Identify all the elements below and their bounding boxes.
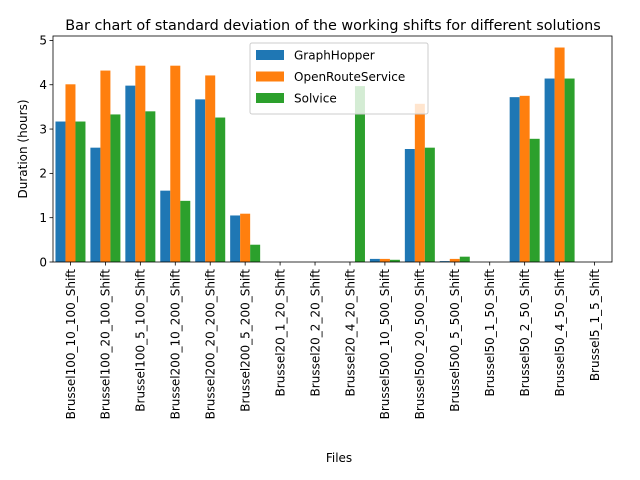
- bar: [65, 84, 76, 262]
- bar: [195, 99, 206, 263]
- x-axis: Brussel100_10_100_Shift Brussel100_20_100…: [64, 262, 602, 419]
- y-tick-label: 0: [39, 255, 47, 269]
- x-axis-label: Files: [326, 451, 352, 465]
- bar: [170, 65, 181, 263]
- bar: [564, 78, 575, 263]
- legend-swatch: [256, 50, 284, 60]
- bar: [354, 86, 365, 262]
- x-tick-label: Brussel100_10_100_Shift: [64, 269, 78, 420]
- bar: [100, 70, 111, 263]
- x-tick-label: Brussel200_5_200_Shift: [238, 269, 252, 412]
- bar: [459, 256, 470, 262]
- x-tick-label: Brussel20_1_20_Shift: [273, 269, 287, 397]
- bar: [519, 95, 530, 262]
- bar: [449, 258, 460, 262]
- bar: [230, 215, 241, 262]
- x-tick-label: Brussel20_2_20_Shift: [308, 269, 322, 397]
- x-tick-label: Brussel5_1_5_Shift: [588, 269, 602, 381]
- bar: [389, 259, 400, 262]
- bar: [509, 97, 520, 262]
- bar: [379, 258, 390, 262]
- x-tick-label: Brussel200_20_200_Shift: [204, 269, 218, 420]
- y-axis: 0 1 2 3 4 5: [39, 34, 53, 269]
- legend-label: OpenRouteService: [294, 70, 405, 84]
- x-tick-label: Brussel500_20_500_Shift: [413, 269, 427, 420]
- bar: [404, 149, 415, 262]
- y-tick-label: 3: [39, 122, 47, 136]
- x-tick-label: Brussel500_5_500_Shift: [448, 269, 462, 412]
- bar: [424, 147, 435, 262]
- bar: [205, 75, 216, 263]
- bar: [55, 121, 66, 263]
- legend: GraphHopper OpenRouteService Solvice: [249, 42, 429, 115]
- bar: [439, 261, 450, 262]
- legend-box: [249, 42, 429, 115]
- y-tick-label: 5: [39, 34, 47, 48]
- bar: [180, 200, 191, 262]
- x-tick-label: Brussel500_10_500_Shift: [378, 269, 392, 420]
- bar: [250, 244, 261, 262]
- bar: [145, 111, 156, 262]
- plot-frame: [52, 35, 613, 263]
- bar: [160, 190, 171, 262]
- legend-label: Solvice: [294, 92, 337, 106]
- x-tick-label: Brussel100_5_100_Shift: [134, 269, 148, 412]
- bar: [125, 85, 136, 262]
- bar: [110, 114, 121, 262]
- bar: [544, 78, 555, 263]
- bar: [215, 117, 226, 262]
- bar: [529, 138, 540, 262]
- bar: [90, 147, 101, 262]
- bar: [554, 47, 565, 262]
- bar: [135, 65, 146, 263]
- y-axis-label: Duration (hours): [16, 99, 30, 198]
- bars-group: [55, 47, 575, 263]
- bar: [75, 121, 86, 263]
- x-tick-label: Brussel200_10_200_Shift: [169, 269, 183, 420]
- bar: [240, 213, 251, 262]
- y-tick-label: 4: [39, 78, 47, 92]
- x-tick-label: Brussel20_4_20_Shift: [343, 269, 357, 397]
- chart-title: Bar chart of standard deviation of the w…: [65, 18, 600, 34]
- x-tick-label: Brussel50_1_50_Shift: [483, 269, 497, 397]
- x-tick-label: Brussel50_4_50_Shift: [553, 269, 567, 397]
- bar: [414, 103, 425, 262]
- legend-swatch: [256, 93, 284, 103]
- legend-swatch: [256, 71, 284, 82]
- bar: [369, 258, 380, 262]
- y-tick-label: 1: [39, 211, 47, 225]
- legend-label: GraphHopper: [294, 49, 375, 63]
- x-tick-label: Brussel50_2_50_Shift: [518, 269, 532, 397]
- x-tick-label: Brussel100_20_100_Shift: [99, 269, 113, 420]
- y-tick-label: 2: [39, 167, 47, 181]
